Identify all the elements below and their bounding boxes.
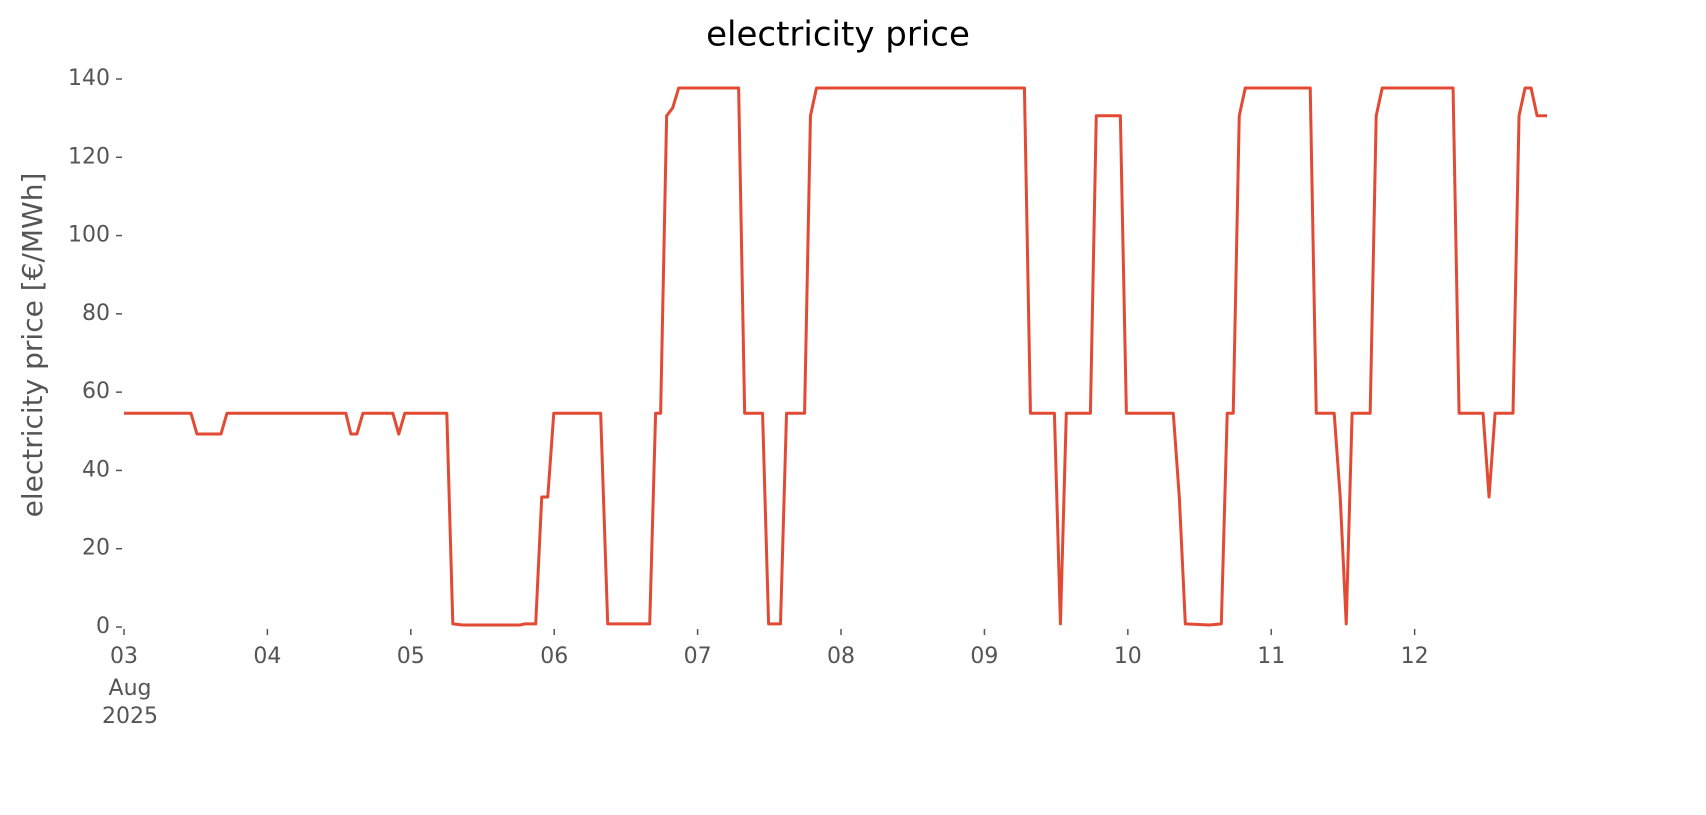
x-tick-sublabel: Aug bbox=[109, 676, 152, 701]
y-tick-label: 140 bbox=[68, 66, 110, 91]
x-tick-label: 11 bbox=[1257, 644, 1285, 669]
y-tick-label: 100 bbox=[68, 223, 110, 248]
x-tick-label: 04 bbox=[253, 644, 281, 669]
x-tick-label: 12 bbox=[1401, 644, 1429, 669]
x-tick-label: 08 bbox=[827, 644, 855, 669]
chart-title: electricity price bbox=[706, 15, 970, 55]
y-tick-label: 40 bbox=[82, 457, 110, 482]
x-tick-sublabel: 2025 bbox=[102, 704, 158, 729]
y-tick-label: 0 bbox=[96, 614, 110, 639]
x-tick-label: 06 bbox=[540, 644, 568, 669]
price-line bbox=[124, 86, 1547, 627]
x-tick-label: 03 bbox=[110, 644, 138, 669]
y-tick-label: 120 bbox=[68, 144, 110, 169]
x-tick-label: 10 bbox=[1114, 644, 1142, 669]
y-tick-label: 60 bbox=[82, 379, 110, 404]
x-tick-label: 05 bbox=[397, 644, 425, 669]
y-tick-label: 20 bbox=[82, 536, 110, 561]
y-axis-label: electricity price [€/MWh] bbox=[16, 173, 49, 518]
x-tick-label: 07 bbox=[684, 644, 712, 669]
x-tick-label: 09 bbox=[970, 644, 998, 669]
y-tick-label: 80 bbox=[82, 301, 110, 326]
